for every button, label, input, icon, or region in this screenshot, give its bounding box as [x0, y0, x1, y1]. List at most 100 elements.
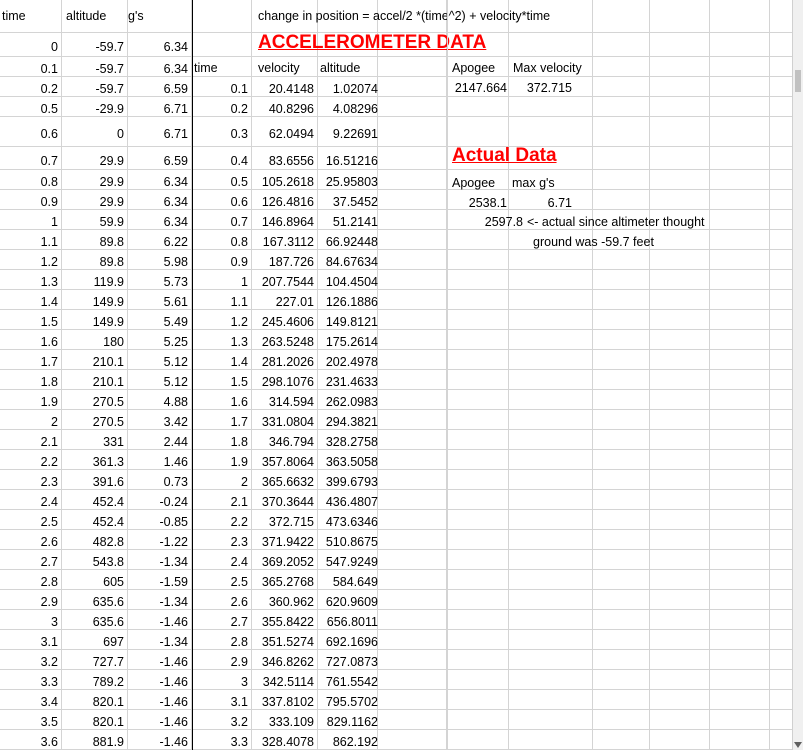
grid-cell[interactable]: [593, 97, 650, 117]
grid-cell[interactable]: [128, 250, 192, 270]
right-cell[interactable]: 37.5452: [332, 195, 378, 209]
grid-cell[interactable]: [447, 33, 509, 57]
grid-cell[interactable]: [378, 147, 447, 170]
grid-cell[interactable]: [509, 250, 593, 270]
grid-cell[interactable]: [593, 330, 650, 350]
right-cell[interactable]: 369.2052: [261, 555, 314, 569]
grid-cell[interactable]: [710, 730, 770, 750]
grid-cell[interactable]: [378, 410, 447, 430]
right-cell[interactable]: 0.5: [230, 175, 248, 189]
right-cell[interactable]: 84.67634: [325, 255, 378, 269]
right-cell[interactable]: 0.9: [230, 255, 248, 269]
grid-cell[interactable]: [650, 590, 710, 610]
grid-cell[interactable]: [650, 117, 710, 147]
right-cell[interactable]: 1.3: [230, 335, 248, 349]
grid-cell[interactable]: [447, 350, 509, 370]
left-cell[interactable]: 6.22: [163, 235, 188, 249]
right-cell[interactable]: 0.8: [230, 235, 248, 249]
grid-cell[interactable]: [710, 33, 770, 57]
grid-cell[interactable]: [378, 430, 447, 450]
grid-cell[interactable]: [710, 117, 770, 147]
grid-cell[interactable]: [378, 590, 447, 610]
grid-cell[interactable]: [378, 270, 447, 290]
grid-cell[interactable]: [252, 410, 318, 430]
grid-cell[interactable]: [252, 310, 318, 330]
left-cell[interactable]: 635.6: [92, 595, 124, 609]
right-cell[interactable]: 2.4: [230, 555, 248, 569]
grid-cell[interactable]: [509, 570, 593, 590]
grid-cell[interactable]: [650, 230, 710, 250]
grid-cell[interactable]: [318, 97, 378, 117]
grid-cell[interactable]: [509, 630, 593, 650]
grid-cell[interactable]: [710, 510, 770, 530]
left-cell[interactable]: 2.9: [40, 595, 58, 609]
grid-cell[interactable]: [128, 190, 192, 210]
left-cell[interactable]: 270.5: [92, 395, 124, 409]
grid-cell[interactable]: [447, 410, 509, 430]
grid-cell[interactable]: [62, 490, 128, 510]
grid-cell[interactable]: [128, 170, 192, 190]
grid-cell[interactable]: [447, 450, 509, 470]
grid-cell[interactable]: [0, 33, 62, 57]
grid-cell[interactable]: [447, 230, 509, 250]
grid-cell[interactable]: [318, 330, 378, 350]
left-cell[interactable]: 89.8: [99, 255, 124, 269]
grid-cell[interactable]: [0, 590, 62, 610]
grid-cell[interactable]: [650, 290, 710, 310]
grid-cell[interactable]: [650, 77, 710, 97]
right-cell[interactable]: 167.3112: [262, 235, 314, 249]
right-cell[interactable]: 346.794: [268, 435, 314, 449]
grid-cell[interactable]: [318, 450, 378, 470]
right-cell[interactable]: 473.6346: [325, 515, 378, 529]
grid-cell[interactable]: [710, 630, 770, 650]
grid-cell[interactable]: [710, 310, 770, 330]
grid-cell[interactable]: [650, 470, 710, 490]
grid-cell[interactable]: [252, 57, 318, 77]
grid-cell[interactable]: [447, 710, 509, 730]
grid-cell[interactable]: [509, 77, 593, 97]
left-cell[interactable]: 3: [51, 615, 58, 629]
left-cell[interactable]: 331: [103, 435, 124, 449]
grid-cell[interactable]: [378, 570, 447, 590]
grid-cell[interactable]: [509, 170, 593, 190]
grid-cell[interactable]: [192, 310, 252, 330]
grid-cell[interactable]: [318, 370, 378, 390]
grid-cell[interactable]: [378, 230, 447, 250]
left-cell[interactable]: 0.2: [40, 82, 58, 96]
grid-cell[interactable]: [509, 147, 593, 170]
grid-cell[interactable]: [252, 670, 318, 690]
left-cell[interactable]: 29.9: [99, 175, 124, 189]
grid-cell[interactable]: [192, 190, 252, 210]
grid-cell[interactable]: [252, 147, 318, 170]
grid-cell[interactable]: [710, 370, 770, 390]
grid-cell[interactable]: [192, 77, 252, 97]
right-cell[interactable]: 66.92448: [325, 235, 378, 249]
left-cell[interactable]: 1.8: [40, 375, 58, 389]
left-cell[interactable]: 29.9: [99, 195, 124, 209]
grid-cell[interactable]: [128, 0, 192, 33]
grid-cell[interactable]: [128, 230, 192, 250]
grid-cell[interactable]: [710, 550, 770, 570]
grid-cell[interactable]: [378, 77, 447, 97]
grid-cell[interactable]: [593, 77, 650, 97]
left-cell[interactable]: 1.7: [40, 355, 58, 369]
grid-cell[interactable]: [509, 610, 593, 630]
grid-cell[interactable]: [128, 350, 192, 370]
grid-cell[interactable]: [128, 370, 192, 390]
left-cell[interactable]: 2.1: [40, 435, 58, 449]
grid-cell[interactable]: [509, 210, 593, 230]
grid-cell[interactable]: [62, 77, 128, 97]
right-cell[interactable]: 105.2618: [261, 175, 314, 189]
grid-cell[interactable]: [509, 370, 593, 390]
grid-cell[interactable]: [318, 710, 378, 730]
left-cell[interactable]: -1.59: [159, 575, 189, 589]
right-cell[interactable]: 351.5274: [261, 635, 314, 649]
grid-cell[interactable]: [509, 0, 593, 33]
left-cell[interactable]: -1.34: [159, 635, 189, 649]
right-cell[interactable]: 263.5248: [261, 335, 314, 349]
grid-cell[interactable]: [192, 650, 252, 670]
grid-cell[interactable]: [0, 390, 62, 410]
grid-cell[interactable]: [0, 510, 62, 530]
grid-cell[interactable]: [0, 270, 62, 290]
